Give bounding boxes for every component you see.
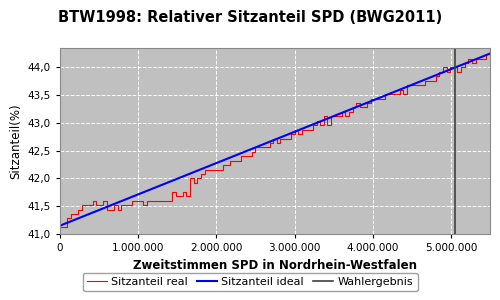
Line: Sitzanteil real: Sitzanteil real	[60, 50, 490, 227]
Sitzanteil real	[130, 203, 136, 207]
Sitzanteil ideal	[487, 52, 493, 56]
Sitzanteil real	[148, 199, 154, 202]
Sitzanteil ideal	[246, 148, 252, 152]
Sitzanteil real	[115, 203, 121, 207]
Sitzanteil real	[386, 92, 392, 96]
Sitzanteil ideal	[231, 154, 237, 158]
Sitzanteil real	[252, 150, 258, 154]
Sitzanteil ideal	[400, 87, 406, 90]
Sitzanteil ideal	[392, 90, 398, 93]
Legend: Sitzanteil real, Sitzanteil ideal, Wahlergebnis: Sitzanteil real, Sitzanteil ideal, Wahle…	[82, 273, 417, 291]
Sitzanteil ideal	[352, 106, 358, 109]
Sitzanteil ideal	[57, 224, 63, 227]
Sitzanteil real	[57, 226, 63, 229]
Text: BTW1998: Relativer Sitzanteil SPD (BWG2011): BTW1998: Relativer Sitzanteil SPD (BWG20…	[58, 11, 442, 26]
Sitzanteil real	[440, 66, 446, 69]
X-axis label: Zweitstimmen SPD in Nordrhein-Westfalen: Zweitstimmen SPD in Nordrhein-Westfalen	[133, 259, 417, 272]
Sitzanteil real	[487, 48, 493, 52]
Sitzanteil ideal	[101, 206, 107, 210]
Line: Sitzanteil ideal: Sitzanteil ideal	[60, 54, 490, 226]
Y-axis label: Sitzanteil(%): Sitzanteil(%)	[9, 103, 22, 179]
